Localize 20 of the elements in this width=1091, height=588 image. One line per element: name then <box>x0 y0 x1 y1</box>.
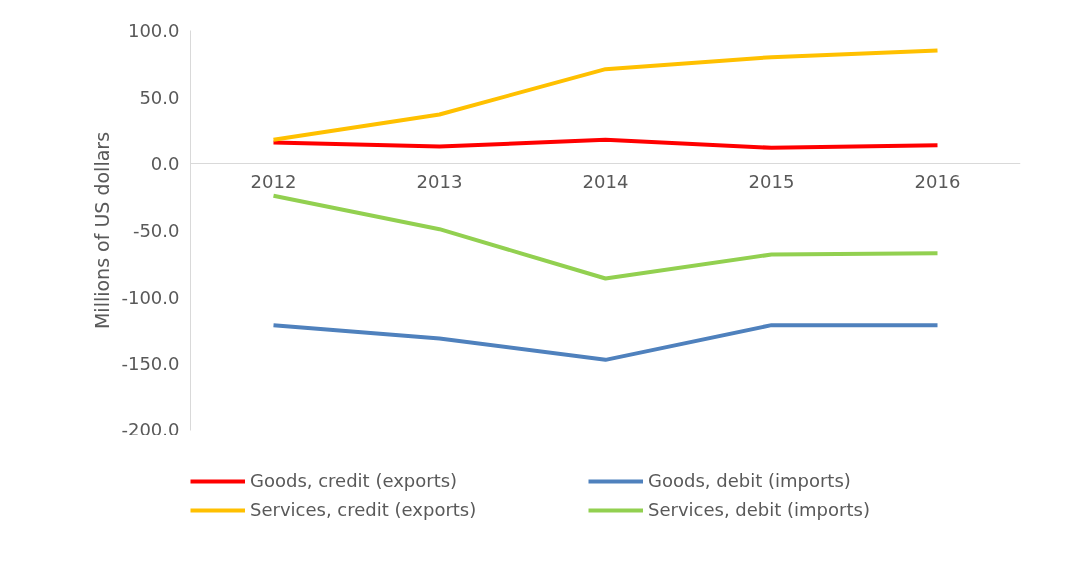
y-tick-label: -100.0 <box>121 286 180 308</box>
y-tick-label: -200.0 <box>121 418 180 440</box>
y-tick-label: -50.0 <box>132 220 180 241</box>
y-axis-title: Millions of US dollars <box>91 131 114 330</box>
y-tick-label: 0.0 <box>150 153 180 175</box>
y-tick-label: 100.0 <box>127 20 180 41</box>
legend-label: Goods, credit (exports) <box>250 470 459 491</box>
x-tick-label: 2016 <box>914 170 961 192</box>
line-series <box>271 137 940 150</box>
y-tick-label: -150.0 <box>121 353 180 375</box>
legend-label: Services, credit (exports) <box>250 499 478 520</box>
x-tick-label: 2012 <box>250 170 297 192</box>
legend-label: Services, debit (imports) <box>648 499 871 520</box>
line-series <box>271 193 940 281</box>
line-series <box>271 48 940 142</box>
legend-label: Goods, debit (imports) <box>648 470 852 491</box>
x-tick-label: 2015 <box>748 170 795 192</box>
x-tick-label: 2014 <box>582 170 629 192</box>
y-tick-label: 50.0 <box>139 86 180 108</box>
x-tick-label: 2013 <box>416 170 463 192</box>
